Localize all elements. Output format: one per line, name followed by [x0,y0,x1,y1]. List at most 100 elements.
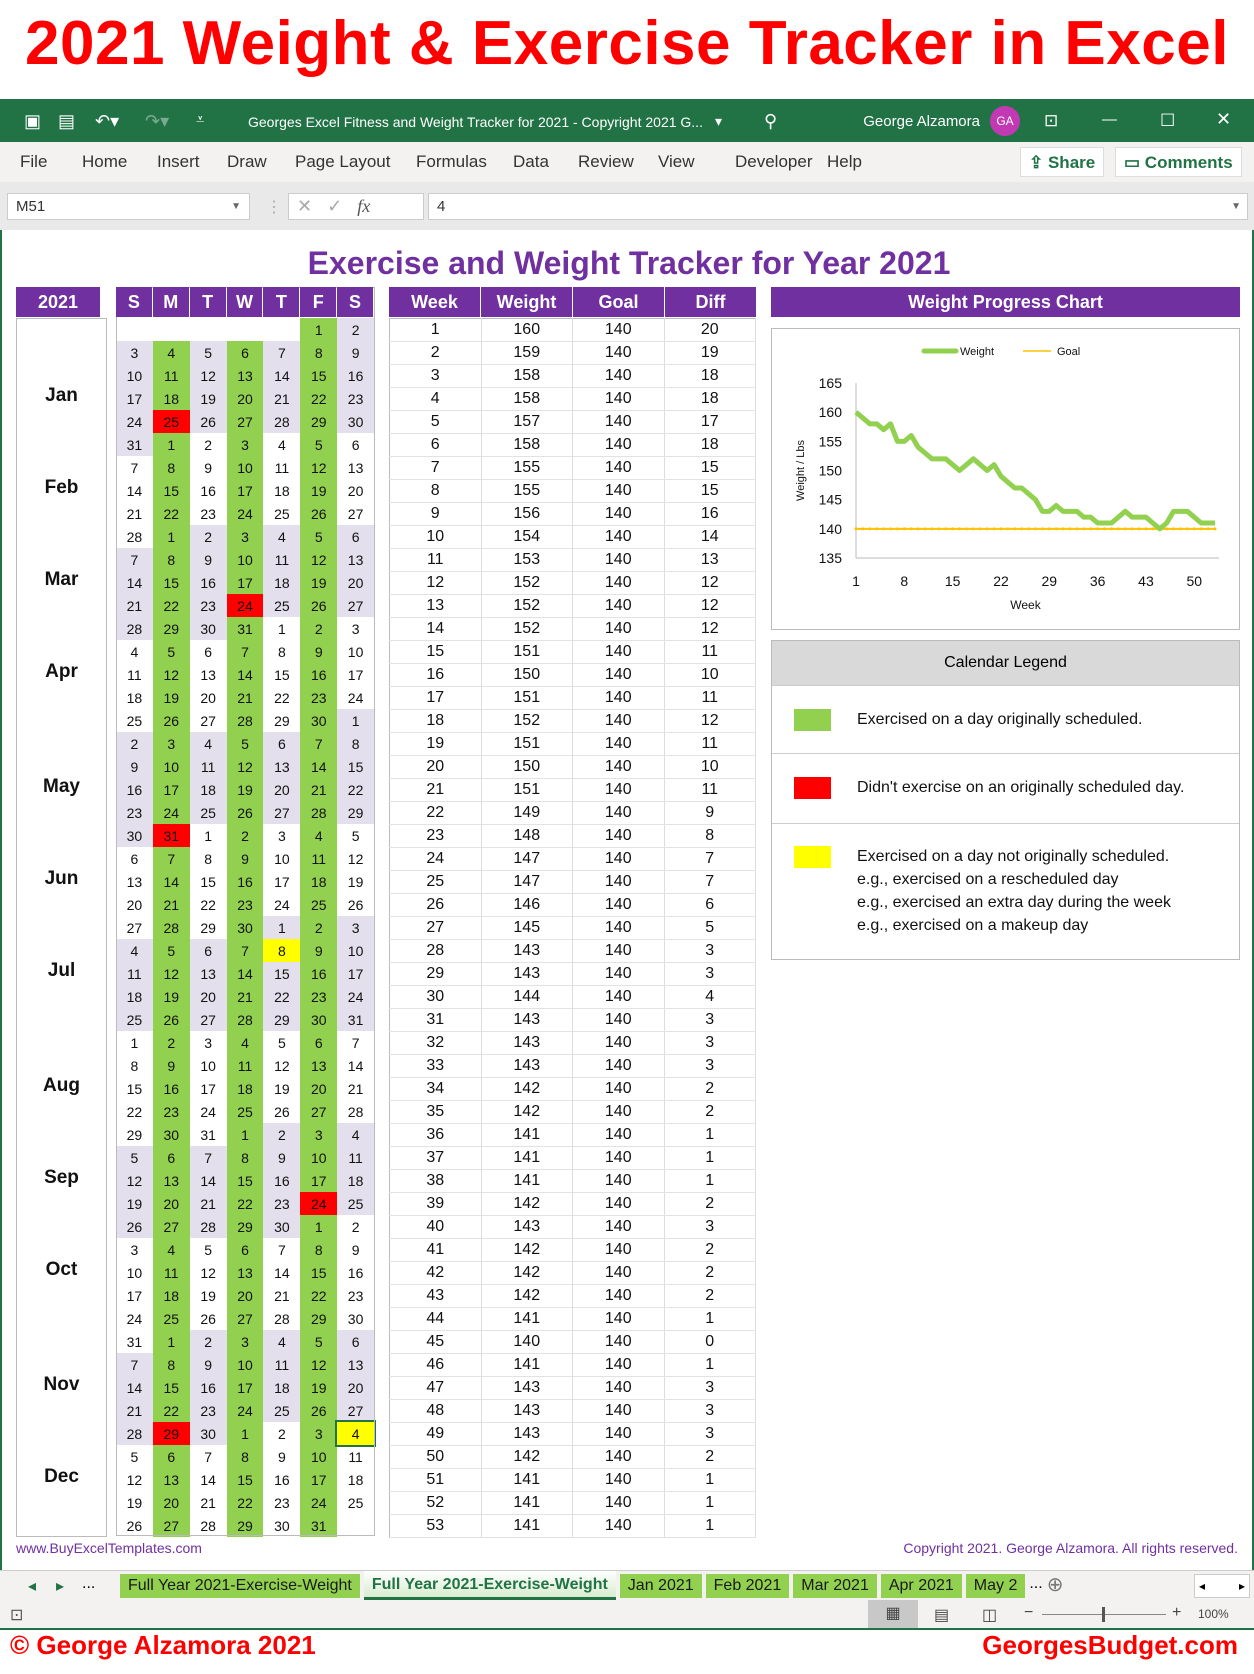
calendar-day[interactable]: 15 [226,1468,264,1491]
calendar-day[interactable]: 12 [226,755,264,778]
calendar-day[interactable]: 24 [226,502,264,525]
week-cell[interactable]: 42 [389,1261,482,1285]
goal-cell[interactable]: 140 [572,1192,665,1216]
calendar-day[interactable]: 21 [116,594,153,617]
calendar-day[interactable]: 14 [226,663,264,686]
weight-cell[interactable]: 158 [481,364,573,388]
diff-cell[interactable]: 0 [664,1330,756,1354]
calendar-day[interactable]: 6 [263,732,301,755]
calendar-day[interactable]: 30 [300,1008,338,1031]
diff-cell[interactable]: 11 [664,640,756,664]
calendar-day[interactable]: 3 [116,1238,153,1261]
week-cell[interactable]: 49 [389,1422,482,1446]
calendar-day[interactable]: 28 [116,617,153,640]
calendar-day[interactable]: 1 [337,709,375,732]
calendar-day[interactable]: 3 [337,617,375,640]
cancel-icon[interactable]: ✕ [297,196,313,216]
calendar-day[interactable]: 21 [116,1399,153,1422]
week-cell[interactable]: 28 [389,939,482,963]
calendar-day[interactable]: 30 [263,1215,301,1238]
calendar-day[interactable]: 20 [189,985,227,1008]
calendar-day[interactable]: 26 [116,1215,153,1238]
calendar-day[interactable]: 10 [116,364,153,387]
diff-cell[interactable]: 12 [664,594,756,618]
goal-cell[interactable]: 140 [572,1514,665,1538]
calendar-day[interactable]: 16 [337,1261,375,1284]
goal-cell[interactable]: 140 [572,1215,665,1239]
calendar-day[interactable]: 30 [263,1514,301,1537]
goal-cell[interactable]: 140 [572,870,665,894]
weight-cell[interactable]: 158 [481,433,573,457]
calendar-day[interactable]: 17 [116,387,153,410]
calendar-day[interactable]: 13 [189,962,227,985]
calendar-day[interactable]: 24 [226,1399,264,1422]
calendar-day[interactable]: 25 [263,1399,301,1422]
calendar-day[interactable]: 17 [152,778,190,801]
calendar-day[interactable]: 26 [300,502,338,525]
calendar-day[interactable]: 1 [152,433,190,456]
calendar-day[interactable]: 25 [263,502,301,525]
diff-cell[interactable]: 15 [664,456,756,480]
calendar-day[interactable]: 16 [263,1169,301,1192]
weight-cell[interactable]: 152 [481,709,573,733]
calendar-day[interactable]: 22 [300,1284,338,1307]
calendar-day[interactable]: 16 [300,962,338,985]
goal-cell[interactable]: 140 [572,1399,665,1423]
calendar-day[interactable]: 18 [116,686,153,709]
calendar-day[interactable]: 22 [189,893,227,916]
weight-cell[interactable]: 155 [481,479,573,503]
calendar-day[interactable] [226,318,264,341]
diff-cell[interactable]: 11 [664,732,756,756]
goal-cell[interactable]: 140 [572,1100,665,1124]
calendar-day[interactable]: 4 [116,640,153,663]
calendar-day[interactable]: 27 [189,1008,227,1031]
week-cell[interactable]: 5 [389,410,482,434]
goal-cell[interactable]: 140 [572,663,665,687]
week-cell[interactable]: 14 [389,617,482,641]
calendar-day[interactable]: 31 [116,1330,153,1353]
calendar-day[interactable]: 11 [116,962,153,985]
calendar-day[interactable]: 10 [226,456,264,479]
minimize-icon[interactable]: — [1102,111,1117,128]
calendar-day[interactable]: 12 [263,1054,301,1077]
calendar-day[interactable]: 29 [116,1123,153,1146]
weight-cell[interactable]: 143 [481,1215,573,1239]
weight-cell[interactable]: 151 [481,778,573,802]
goal-cell[interactable]: 140 [572,1445,665,1469]
calendar-day[interactable] [337,1514,375,1537]
calendar-day[interactable]: 29 [152,617,190,640]
week-cell[interactable]: 29 [389,962,482,986]
calendar-day[interactable]: 24 [152,801,190,824]
calendar-day[interactable]: 8 [226,1146,264,1169]
diff-cell[interactable]: 18 [664,387,756,411]
calendar-day[interactable]: 5 [263,1031,301,1054]
zoom-in-icon[interactable]: + [1172,1604,1182,1621]
calendar-day[interactable]: 13 [226,1261,264,1284]
weight-cell[interactable]: 150 [481,755,573,779]
weight-cell[interactable]: 142 [481,1284,573,1308]
calendar-day[interactable]: 15 [189,870,227,893]
calendar-day[interactable]: 6 [152,1146,190,1169]
calendar-day[interactable]: 28 [116,525,153,548]
goal-cell[interactable]: 140 [572,1284,665,1308]
calendar-day[interactable]: 14 [116,571,153,594]
calendar-day[interactable]: 5 [337,824,375,847]
calendar-day[interactable]: 5 [152,640,190,663]
diff-cell[interactable]: 3 [664,1031,756,1055]
calendar-day[interactable]: 19 [116,1491,153,1514]
formula-input[interactable]: 4 ▼ [428,193,1248,220]
calendar-day[interactable]: 31 [152,824,190,847]
goal-cell[interactable]: 140 [572,778,665,802]
week-cell[interactable]: 37 [389,1146,482,1170]
calendar-day[interactable]: 14 [226,962,264,985]
calendar-day[interactable]: 2 [189,1330,227,1353]
week-cell[interactable]: 44 [389,1307,482,1331]
goal-cell[interactable]: 140 [572,985,665,1009]
weight-cell[interactable]: 141 [481,1353,573,1377]
calendar-day[interactable]: 19 [226,778,264,801]
calendar-day[interactable]: 15 [263,962,301,985]
calendar-day[interactable]: 26 [152,709,190,732]
calendar-day[interactable]: 13 [263,755,301,778]
calendar-day[interactable]: 8 [263,640,301,663]
calendar-day[interactable]: 16 [226,870,264,893]
